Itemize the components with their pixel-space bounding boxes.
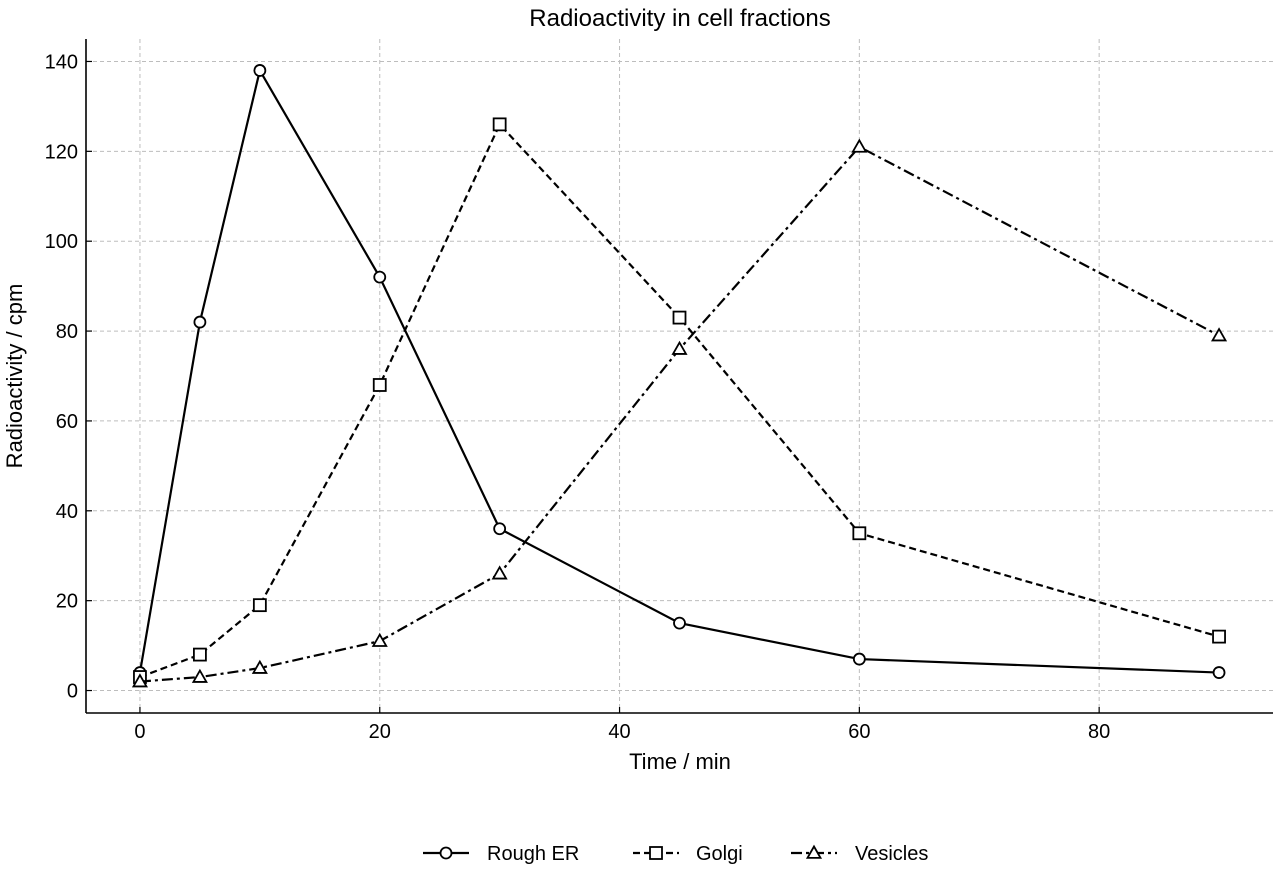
data-point-golgi — [193, 647, 207, 662]
data-point-golgi — [672, 310, 687, 325]
legend-marker-vesicles — [805, 844, 823, 859]
y-tick-label: 120 — [45, 141, 78, 163]
legend-item-vesicles: Vesicles — [791, 843, 928, 865]
y-tick-label: 140 — [45, 51, 78, 73]
legend-label-vesicles: Vesicles — [855, 843, 928, 865]
gridlines — [86, 39, 1273, 713]
y-tick-label: 60 — [56, 411, 78, 433]
data-point-rough-er — [193, 315, 207, 329]
series-layer — [131, 64, 1228, 688]
y-axis-title: Radioactivity / cpm — [2, 284, 27, 469]
x-axis-title: Time / min — [629, 749, 731, 774]
data-point-vesicles — [671, 340, 688, 355]
x-tick-label: 20 — [369, 721, 391, 743]
data-point-golgi — [372, 378, 387, 392]
data-point-rough-er — [493, 522, 507, 536]
series-line-rough-er — [138, 67, 1220, 674]
legend-label-rough-er: Rough ER — [487, 843, 579, 865]
y-tick-label: 40 — [56, 501, 78, 523]
data-point-golgi — [252, 598, 267, 613]
legend-marker-golgi — [649, 846, 663, 860]
x-tick-label: 80 — [1088, 721, 1110, 743]
data-point-vesicles — [491, 565, 508, 580]
x-tick-label: 40 — [608, 721, 630, 743]
series-vesicles — [131, 138, 1228, 688]
series-line-golgi — [139, 122, 1220, 679]
legend-item-golgi: Golgi — [633, 843, 743, 865]
ticks: 0 20 40 60 80 0 20 40 60 80 100 120 140 — [45, 51, 1111, 743]
data-point-vesicles — [371, 632, 388, 647]
data-point-rough-er — [1212, 666, 1226, 679]
y-tick-label: 20 — [56, 591, 78, 613]
data-point-rough-er — [852, 652, 866, 666]
legend: Rough ER Golgi Vesicles — [423, 843, 928, 865]
data-point-golgi — [1212, 629, 1226, 644]
data-point-vesicles — [851, 138, 868, 153]
legend-item-rough-er: Rough ER — [423, 843, 579, 865]
series-golgi — [133, 117, 1226, 684]
legend-label-golgi: Golgi — [696, 843, 743, 865]
x-tick-label: 60 — [848, 721, 870, 743]
y-tick-label: 80 — [56, 321, 78, 343]
series-line-vesicles — [139, 145, 1220, 683]
y-tick-label: 100 — [45, 231, 78, 253]
data-point-vesicles — [251, 659, 268, 674]
legend-marker-rough-er — [439, 846, 453, 860]
chart-title: Radioactivity in cell fractions — [529, 5, 830, 32]
data-point-golgi — [492, 117, 507, 132]
series-rough-er — [133, 64, 1226, 679]
x-tick-label: 0 — [134, 721, 145, 743]
data-point-vesicles — [1210, 327, 1228, 342]
data-point-vesicles — [191, 668, 208, 683]
data-point-vesicles — [131, 673, 149, 688]
data-point-rough-er — [373, 270, 387, 284]
data-point-rough-er — [673, 616, 686, 630]
data-point-rough-er — [253, 64, 267, 77]
y-tick-label: 0 — [67, 681, 78, 703]
data-point-golgi — [852, 526, 867, 541]
